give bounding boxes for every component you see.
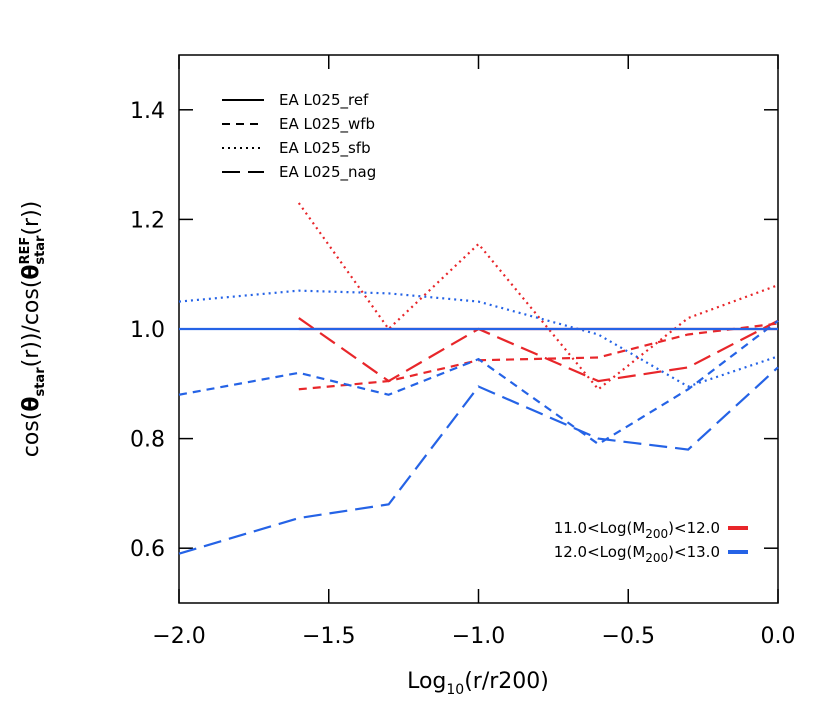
- y-label-part: (r)): [19, 201, 44, 236]
- legend-part: 12.0<Log(M: [554, 543, 646, 561]
- y-tick-label: 1.0: [130, 318, 165, 343]
- series-line: [178, 319, 779, 446]
- x-axis-label: Log10(r/r200): [407, 669, 549, 698]
- y-tick-label: 1.4: [130, 99, 165, 124]
- y-label-sub: star: [33, 235, 48, 265]
- x-label-part: Log: [407, 669, 446, 694]
- legend-part: )<13.0: [668, 543, 720, 561]
- x-tick-label: −2.0: [152, 624, 205, 649]
- y-tick-label: 0.6: [130, 537, 165, 562]
- legend-part: )<12.0: [668, 519, 720, 537]
- series-line: [297, 202, 779, 391]
- series-line: [178, 289, 779, 388]
- legend-label: 12.0<Log(M200)<13.0: [554, 543, 720, 565]
- x-tick-label: −0.5: [602, 624, 655, 649]
- series-line: [298, 317, 779, 383]
- y-axis-label: cos(θstar(r))/cos(θREFstar(r)): [18, 201, 48, 458]
- legend-label: EA L025_ref: [279, 91, 369, 110]
- legend-label: EA L025_sfb: [279, 139, 371, 158]
- x-tick-label: 0.0: [761, 624, 796, 649]
- y-label-part: cos(: [19, 412, 44, 458]
- y-label-sub: star: [33, 367, 48, 397]
- y-label-part: (r))/cos(: [19, 280, 44, 368]
- y-tick-label: 0.8: [130, 428, 165, 453]
- series-line: [298, 322, 779, 391]
- y-label-theta: θ: [19, 397, 44, 412]
- y-label-sup: REF: [18, 237, 33, 265]
- legend-label: 11.0<Log(M200)<12.0: [554, 519, 720, 541]
- y-tick-label: 1.2: [130, 208, 165, 233]
- legend-sub: 200: [645, 551, 668, 565]
- series-line: [178, 366, 779, 555]
- x-tick-label: −1.0: [452, 624, 505, 649]
- legend-part: 11.0<Log(M: [554, 519, 646, 537]
- legend-label: EA L025_nag: [279, 163, 376, 182]
- y-label-theta: θ: [19, 264, 44, 279]
- x-label-part: (r/r200): [464, 669, 549, 694]
- x-label-sub: 10: [446, 682, 464, 698]
- legend-label: EA L025_wfb: [279, 115, 375, 134]
- x-tick-label: −1.5: [302, 624, 355, 649]
- legend-sub: 200: [645, 527, 668, 541]
